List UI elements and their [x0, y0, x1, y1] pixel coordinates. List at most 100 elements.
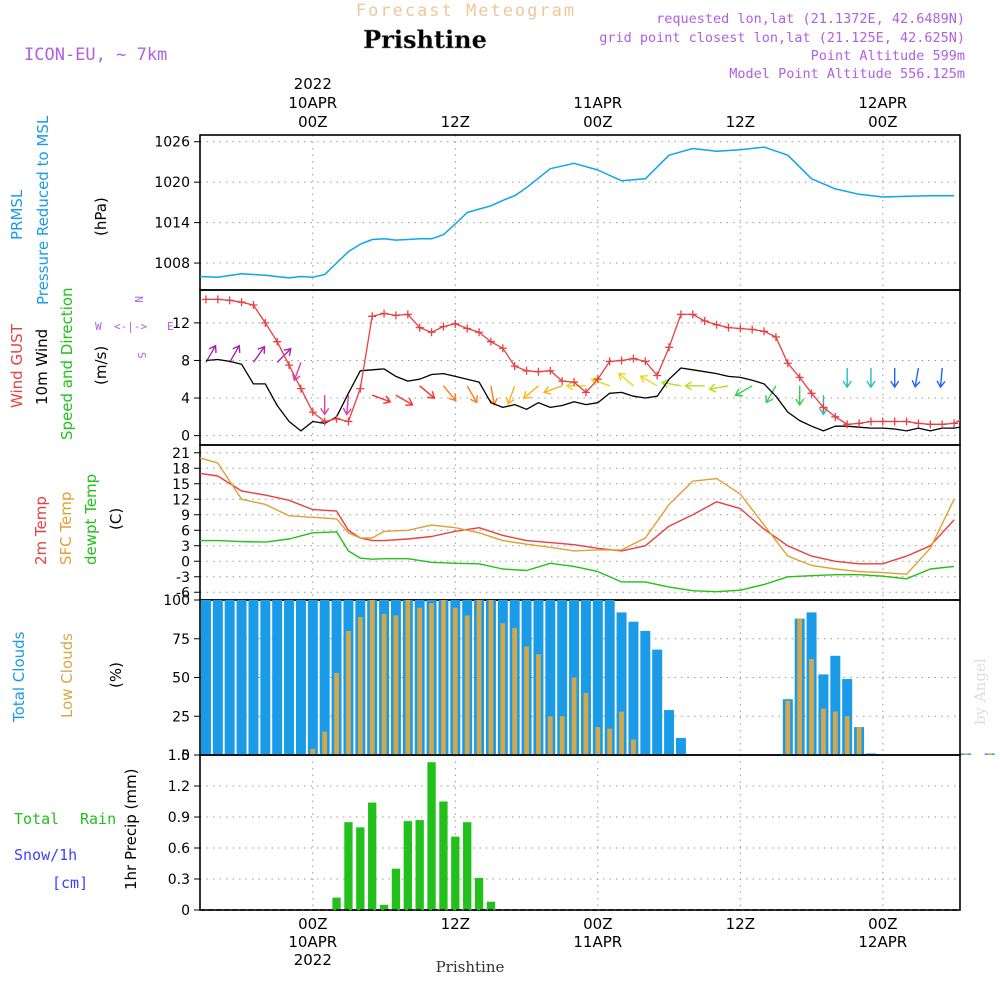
- low-cloud-bar: [832, 711, 838, 755]
- wind-gust-marker: [760, 327, 769, 336]
- wind-gust-marker: [439, 322, 448, 331]
- wind-barb-head: [470, 395, 478, 404]
- wind-gust-marker: [831, 412, 840, 421]
- total-cloud-bar: [260, 600, 271, 755]
- wind-barb-shaft: [990, 368, 992, 387]
- low-cloud-bar: [464, 615, 470, 755]
- wind-gust-marker: [570, 378, 579, 387]
- wind-gust-marker: [415, 323, 424, 332]
- wind-gust-marker: [724, 323, 733, 332]
- low-cloud-bar: [488, 600, 494, 755]
- wind-gust-marker: [581, 388, 590, 397]
- rain-bar: [486, 901, 496, 910]
- wind-barb-shaft: [765, 385, 777, 403]
- wind-barb-shaft: [591, 378, 610, 387]
- wind-gust-marker: [866, 417, 875, 426]
- model-label: ICON-EU, ~ 7km: [24, 45, 167, 65]
- rain-bar: [344, 822, 353, 910]
- wind-barb-head: [987, 381, 995, 387]
- wind-gust-marker: [391, 311, 400, 320]
- wind-barb-shaft: [229, 345, 240, 363]
- wind-barb-head: [257, 345, 266, 354]
- time-label-bottom: 12APR: [858, 933, 907, 951]
- cloud-panel-labels: Total Clouds Low Clouds (%): [10, 631, 125, 723]
- wind-gust-marker: [344, 417, 353, 426]
- wind-barb-shaft: [661, 381, 682, 387]
- y-tick-label: 3: [181, 539, 190, 555]
- station-title: Prishtine: [363, 25, 487, 54]
- y-tick-label: 9: [181, 508, 190, 524]
- total-cloud-bar: [212, 600, 223, 755]
- total-clouds-label: Total Clouds: [10, 631, 28, 723]
- wind-gust-marker: [380, 309, 389, 318]
- low-cloud-bar: [405, 600, 411, 755]
- rain-bar: [463, 822, 472, 910]
- wind-barb-head: [427, 391, 436, 399]
- wind-barb-head: [617, 372, 626, 381]
- wind-gust-marker: [712, 320, 721, 329]
- wind-gust-marker: [475, 328, 484, 337]
- low-cloud-bar: [381, 613, 387, 755]
- time-label-top: 00Z: [868, 113, 897, 131]
- y-tick-label: 0: [181, 429, 190, 445]
- wind-gust-marker: [617, 356, 626, 365]
- low-cloud-bar: [856, 727, 862, 755]
- y-tick-label: -3: [176, 570, 190, 586]
- wind-barb-head: [208, 344, 217, 353]
- wind-barb-shaft: [442, 385, 457, 401]
- time-label-top: 00Z: [583, 113, 612, 131]
- wind-gust-marker: [498, 344, 507, 353]
- pressure-label-1: PRMSL: [8, 189, 26, 240]
- wind-barb-head: [522, 391, 531, 399]
- y-tick-label: 75: [172, 632, 190, 648]
- time-axis-top: 202210APR00Z12Z11APR00Z12Z12APR00Z12Z: [288, 75, 907, 131]
- panel-0: 1008 1014 1020 1026: [154, 134, 961, 291]
- total-cloud-bar: [628, 621, 639, 755]
- y-tick-label: 15: [172, 477, 190, 493]
- time-label-top: 10APR: [288, 94, 337, 112]
- pressure-panel-labels: PRMSL Pressure Reduced to MSL (hPa): [8, 115, 110, 305]
- wind-gust-label: Wind GUST: [8, 323, 26, 408]
- dewpoint-line: [200, 531, 955, 593]
- low-cloud-bar: [797, 618, 803, 755]
- low-cloud-bar: [476, 600, 482, 755]
- wind-barb-shaft: [395, 394, 413, 406]
- wind-barb-shaft: [914, 367, 920, 387]
- wind-gust-marker: [890, 417, 899, 426]
- pressure-label-2: Pressure Reduced to MSL: [34, 115, 52, 305]
- total-cloud-bar: [272, 600, 283, 755]
- low-cloud-bar: [595, 727, 601, 755]
- wind-barb-head: [283, 347, 292, 356]
- wind-barb-head: [734, 388, 743, 397]
- total-cloud-bar: [307, 600, 318, 755]
- wind-gust-marker: [201, 295, 210, 304]
- low-cloud-bar: [512, 627, 518, 755]
- wind-barb-head: [448, 393, 457, 402]
- wind-barb-shaft: [735, 385, 753, 397]
- rain-bar: [356, 827, 365, 910]
- temp-dewpt-label: dewpt Temp: [82, 474, 100, 565]
- temp-sfc-label: SFC Temp: [57, 492, 75, 565]
- wind-barb-head: [405, 398, 414, 406]
- wind-barb-shaft: [371, 394, 391, 403]
- watermark: by Angel: [971, 658, 989, 725]
- temp-2m-line: [199, 472, 955, 565]
- panel-frame: [199, 134, 961, 291]
- wind-panel-labels: Wind GUST 10m Wind Speed and Direction (…: [8, 287, 174, 440]
- cloud-unit: (%): [107, 662, 125, 688]
- low-cloud-bar: [619, 711, 624, 755]
- time-label-top: 00Z: [298, 113, 327, 131]
- wind-gust-marker: [368, 312, 377, 321]
- wind-barb-shaft: [466, 385, 478, 403]
- panel-4: 0 0.3 0.6 0.9 1.2 1.5: [168, 748, 961, 919]
- wind-barb-shaft: [419, 385, 435, 399]
- wind-gust-marker: [486, 337, 495, 346]
- y-tick-label: 1026: [154, 135, 190, 151]
- panel-3: 0 25 50 75 100: [163, 593, 995, 764]
- wind-gust-marker: [700, 317, 709, 325]
- y-tick-label: 12: [172, 316, 190, 332]
- wind-barb-head: [684, 381, 692, 391]
- requested-coords: requested lon,lat (21.1372E, 42.6489N): [656, 11, 965, 27]
- wind-barb-head: [542, 386, 552, 395]
